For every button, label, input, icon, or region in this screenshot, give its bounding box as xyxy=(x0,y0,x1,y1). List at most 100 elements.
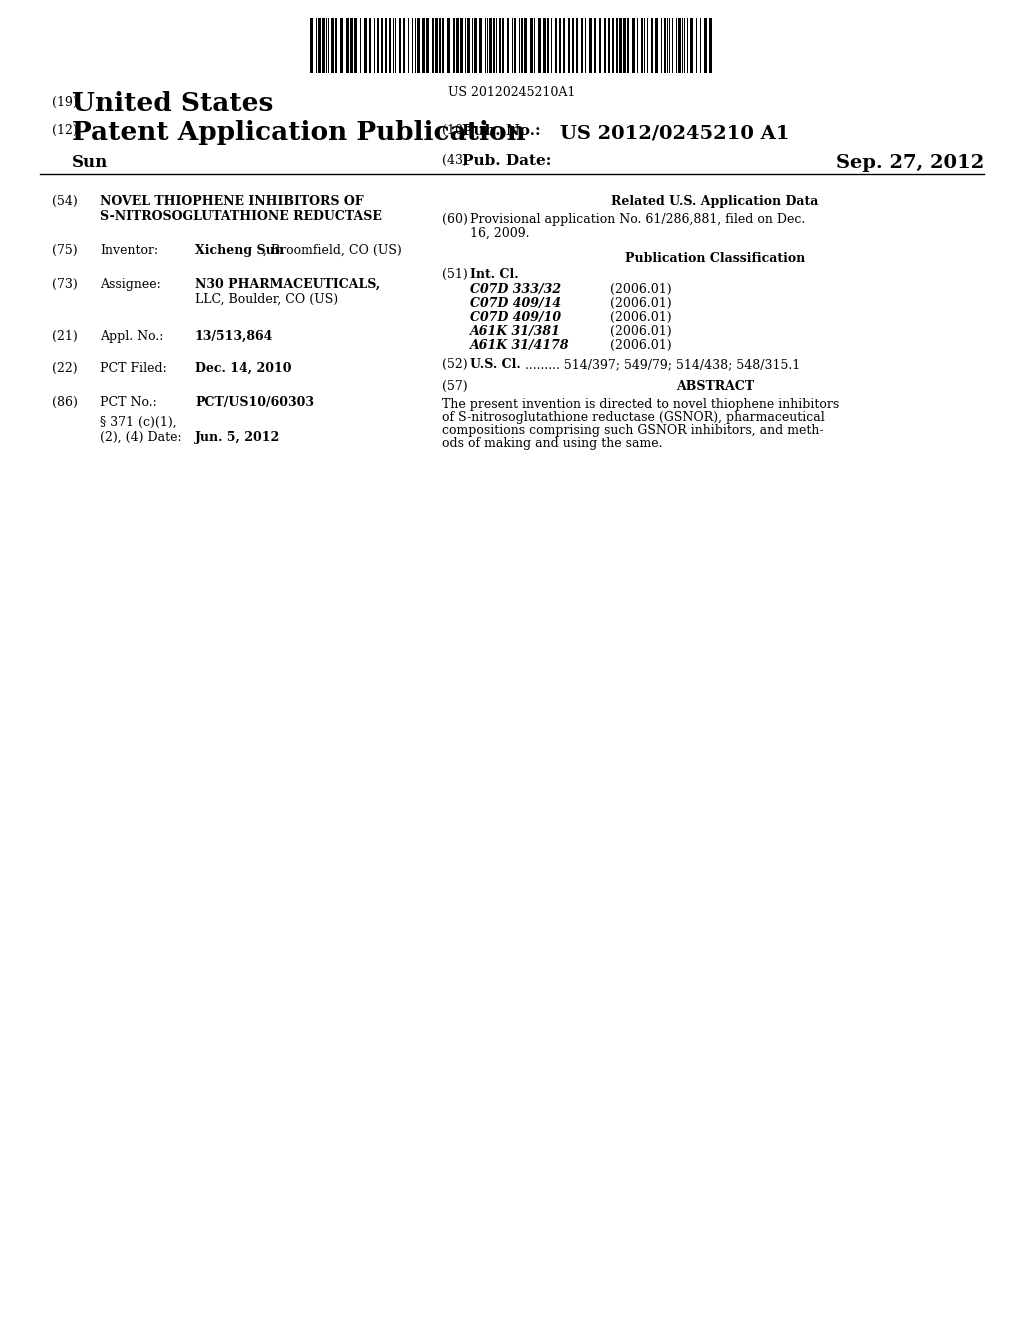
Text: (2006.01): (2006.01) xyxy=(610,339,672,352)
Bar xyxy=(664,18,666,73)
Bar xyxy=(435,18,438,73)
Text: S-NITROSOGLUTATHIONE REDUCTASE: S-NITROSOGLUTATHIONE REDUCTASE xyxy=(100,210,382,223)
Bar xyxy=(594,18,596,73)
Bar xyxy=(499,18,501,73)
Bar xyxy=(403,18,406,73)
Text: ABSTRACT: ABSTRACT xyxy=(676,380,754,393)
Bar xyxy=(489,18,492,73)
Text: Dec. 14, 2010: Dec. 14, 2010 xyxy=(195,362,292,375)
Bar xyxy=(439,18,441,73)
Text: (2), (4) Date:: (2), (4) Date: xyxy=(100,432,181,444)
Text: C07D 333/32: C07D 333/32 xyxy=(470,282,561,296)
Bar xyxy=(514,18,516,73)
Bar xyxy=(310,18,313,73)
Text: A61K 31/381: A61K 31/381 xyxy=(470,325,561,338)
Bar xyxy=(493,18,495,73)
Bar xyxy=(589,18,592,73)
Bar xyxy=(479,18,482,73)
Bar xyxy=(467,18,470,73)
Bar xyxy=(641,18,643,73)
Bar xyxy=(616,18,618,73)
Bar xyxy=(612,18,614,73)
Text: (51): (51) xyxy=(442,268,468,281)
Text: Jun. 5, 2012: Jun. 5, 2012 xyxy=(195,432,281,444)
Text: Related U.S. Application Data: Related U.S. Application Data xyxy=(611,195,818,209)
Text: Int. Cl.: Int. Cl. xyxy=(470,268,518,281)
Bar xyxy=(623,18,626,73)
Bar xyxy=(422,18,425,73)
Bar xyxy=(442,18,444,73)
Bar xyxy=(555,18,557,73)
Text: 16, 2009.: 16, 2009. xyxy=(470,227,529,240)
Text: (75): (75) xyxy=(52,244,78,257)
Bar xyxy=(364,18,367,73)
Bar xyxy=(340,18,343,73)
Bar xyxy=(705,18,707,73)
Text: Pub. No.:: Pub. No.: xyxy=(462,124,541,139)
Text: (60): (60) xyxy=(442,213,468,226)
Bar xyxy=(678,18,681,73)
Bar xyxy=(547,18,549,73)
Bar xyxy=(369,18,371,73)
Text: Assignee:: Assignee: xyxy=(100,279,161,290)
Text: U.S. Cl.: U.S. Cl. xyxy=(470,358,521,371)
Bar xyxy=(604,18,606,73)
Bar xyxy=(530,18,534,73)
Bar xyxy=(568,18,570,73)
Bar xyxy=(381,18,383,73)
Bar xyxy=(447,18,450,73)
Text: (10): (10) xyxy=(442,124,468,137)
Bar xyxy=(575,18,578,73)
Bar xyxy=(502,18,504,73)
Text: ......... 514/397; 549/79; 514/438; 548/315.1: ......... 514/397; 549/79; 514/438; 548/… xyxy=(525,358,800,371)
Bar xyxy=(581,18,583,73)
Bar xyxy=(456,18,459,73)
Text: (2006.01): (2006.01) xyxy=(610,312,672,323)
Text: (54): (54) xyxy=(52,195,78,209)
Text: ods of making and using the same.: ods of making and using the same. xyxy=(442,437,663,450)
Bar xyxy=(538,18,541,73)
Bar xyxy=(651,18,653,73)
Text: (21): (21) xyxy=(52,330,78,343)
Bar xyxy=(432,18,434,73)
Text: (52): (52) xyxy=(442,358,468,371)
Bar xyxy=(417,18,420,73)
Bar xyxy=(559,18,561,73)
Text: compositions comprising such GSNOR inhibitors, and meth-: compositions comprising such GSNOR inhib… xyxy=(442,424,823,437)
Text: Appl. No.:: Appl. No.: xyxy=(100,330,164,343)
Text: United States: United States xyxy=(72,91,273,116)
Text: of S-nitrosoglutathione reductase (GSNOR), pharmaceutical: of S-nitrosoglutathione reductase (GSNOR… xyxy=(442,411,824,424)
Text: (2006.01): (2006.01) xyxy=(610,297,672,310)
Text: N30 PHARMACEUTICALS,: N30 PHARMACEUTICALS, xyxy=(195,279,380,290)
Text: Sun: Sun xyxy=(72,154,109,172)
Bar xyxy=(460,18,463,73)
Bar xyxy=(453,18,455,73)
Text: C07D 409/10: C07D 409/10 xyxy=(470,312,561,323)
Bar xyxy=(627,18,629,73)
Text: LLC, Boulder, CO (US): LLC, Boulder, CO (US) xyxy=(195,293,338,306)
Text: PCT No.:: PCT No.: xyxy=(100,396,157,409)
Text: (43): (43) xyxy=(442,154,468,168)
Text: (22): (22) xyxy=(52,362,78,375)
Bar xyxy=(690,18,693,73)
Bar xyxy=(563,18,565,73)
Bar xyxy=(354,18,357,73)
Bar xyxy=(572,18,574,73)
Bar xyxy=(521,18,523,73)
Text: (86): (86) xyxy=(52,396,78,409)
Text: (73): (73) xyxy=(52,279,78,290)
Bar xyxy=(350,18,353,73)
Text: (2006.01): (2006.01) xyxy=(610,325,672,338)
Text: § 371 (c)(1),: § 371 (c)(1), xyxy=(100,416,176,429)
Bar xyxy=(709,18,712,73)
Text: (12): (12) xyxy=(52,124,78,137)
Text: NOVEL THIOPHENE INHIBITORS OF: NOVEL THIOPHENE INHIBITORS OF xyxy=(100,195,364,209)
Text: (2006.01): (2006.01) xyxy=(610,282,672,296)
Text: (19): (19) xyxy=(52,96,78,110)
Bar xyxy=(426,18,429,73)
Bar xyxy=(318,18,321,73)
Bar xyxy=(474,18,477,73)
Text: US 20120245210A1: US 20120245210A1 xyxy=(449,86,575,99)
Bar xyxy=(377,18,379,73)
Bar xyxy=(335,18,337,73)
